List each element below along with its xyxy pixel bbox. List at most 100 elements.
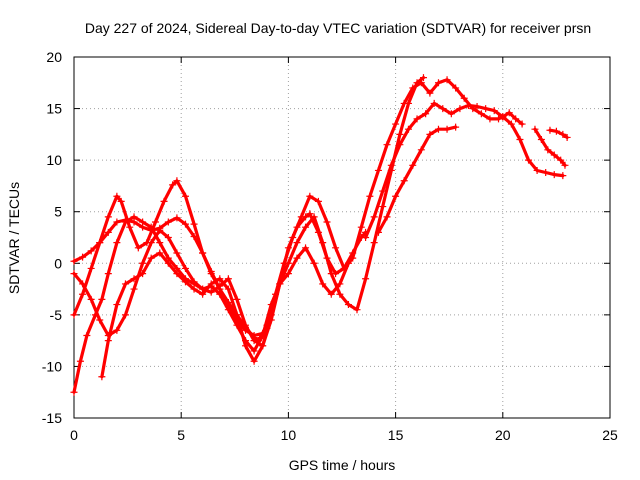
data-point — [70, 388, 78, 396]
data-point — [117, 197, 125, 205]
data-point — [396, 130, 404, 138]
data-point — [370, 213, 378, 221]
data-point — [443, 125, 451, 133]
data-point — [104, 270, 112, 278]
data-point — [340, 264, 348, 272]
data-point — [250, 357, 258, 365]
data-point — [96, 316, 104, 324]
data-point — [293, 239, 301, 247]
data-point — [169, 181, 177, 189]
data-point — [190, 220, 198, 228]
data-point — [156, 239, 164, 247]
data-point — [495, 115, 503, 123]
y-tick-label: 10 — [46, 152, 62, 168]
data-point — [87, 295, 95, 303]
data-point — [344, 301, 352, 309]
data-point — [126, 223, 134, 231]
data-point — [113, 326, 121, 334]
data-point — [362, 275, 370, 283]
data-point — [207, 270, 215, 278]
data-point — [259, 342, 267, 350]
data-point — [319, 280, 327, 288]
data-point — [96, 239, 104, 247]
data-point — [199, 249, 207, 257]
data-point — [379, 203, 387, 211]
data-point — [374, 166, 382, 174]
data-point — [531, 125, 539, 133]
data-point — [409, 161, 417, 169]
data-point — [310, 213, 318, 221]
data-point — [134, 244, 142, 252]
data-point — [70, 270, 78, 278]
data-point — [516, 136, 524, 144]
series-track-10 — [531, 125, 569, 169]
x-tick-label: 0 — [70, 427, 78, 443]
data-point — [417, 146, 425, 154]
data-point — [460, 94, 468, 102]
data-point — [113, 239, 121, 247]
data-point — [486, 115, 494, 123]
data-point — [464, 101, 472, 109]
data-point — [559, 130, 567, 138]
x-tick-label: 25 — [602, 427, 618, 443]
data-point — [293, 254, 301, 262]
data-point — [430, 99, 438, 107]
data-point — [327, 290, 335, 298]
data-point — [173, 249, 181, 257]
data-point — [332, 244, 340, 252]
series-line — [256, 78, 505, 343]
data-point — [216, 282, 224, 290]
data-point — [104, 213, 112, 221]
series-track-4 — [70, 213, 352, 396]
data-point — [409, 84, 417, 92]
data-point — [297, 213, 305, 221]
series-track-8 — [374, 123, 460, 236]
data-point — [147, 254, 155, 262]
data-point — [98, 373, 106, 381]
data-point — [336, 280, 344, 288]
data-point — [113, 218, 121, 226]
data-point — [87, 247, 95, 255]
data-point — [83, 331, 91, 339]
series-track-11 — [546, 126, 571, 141]
data-point — [349, 254, 357, 262]
chart-title: Day 227 of 2024, Sidereal Day-to-day VTE… — [85, 20, 591, 36]
data-point — [139, 270, 147, 278]
x-tick-label: 15 — [388, 427, 404, 443]
data-point — [306, 210, 314, 218]
data-point — [70, 311, 78, 319]
data-point — [392, 192, 400, 200]
x-axis-label: GPS time / hours — [289, 457, 396, 473]
data-point — [550, 171, 558, 179]
data-point — [113, 301, 121, 309]
data-point — [336, 290, 344, 298]
y-tick-labels: -15 -10 -5 0 5 10 15 20 — [42, 49, 62, 426]
data-point — [426, 130, 434, 138]
data-point — [207, 280, 215, 288]
data-point — [447, 110, 455, 118]
data-point — [263, 321, 271, 329]
y-tick-label: -15 — [42, 410, 62, 426]
data-point — [379, 187, 387, 195]
data-point — [280, 259, 288, 267]
data-point — [151, 218, 159, 226]
data-point — [147, 223, 155, 231]
data-point — [130, 285, 138, 293]
data-point — [130, 213, 138, 221]
data-point — [546, 126, 554, 134]
data-point — [482, 105, 490, 113]
data-point — [199, 290, 207, 298]
data-point — [224, 275, 232, 283]
data-point — [289, 234, 297, 241]
data-point — [559, 172, 567, 180]
x-tick-labels: 0 5 10 15 20 25 — [70, 427, 618, 443]
data-point — [139, 218, 147, 226]
data-point — [147, 239, 155, 247]
data-point — [419, 74, 427, 82]
y-tick-label: -5 — [50, 307, 63, 323]
series-line — [533, 127, 567, 167]
y-tick-label: 15 — [46, 101, 62, 117]
x-tick-label: 10 — [281, 427, 297, 443]
data-point — [544, 146, 552, 154]
data-point — [417, 79, 425, 87]
